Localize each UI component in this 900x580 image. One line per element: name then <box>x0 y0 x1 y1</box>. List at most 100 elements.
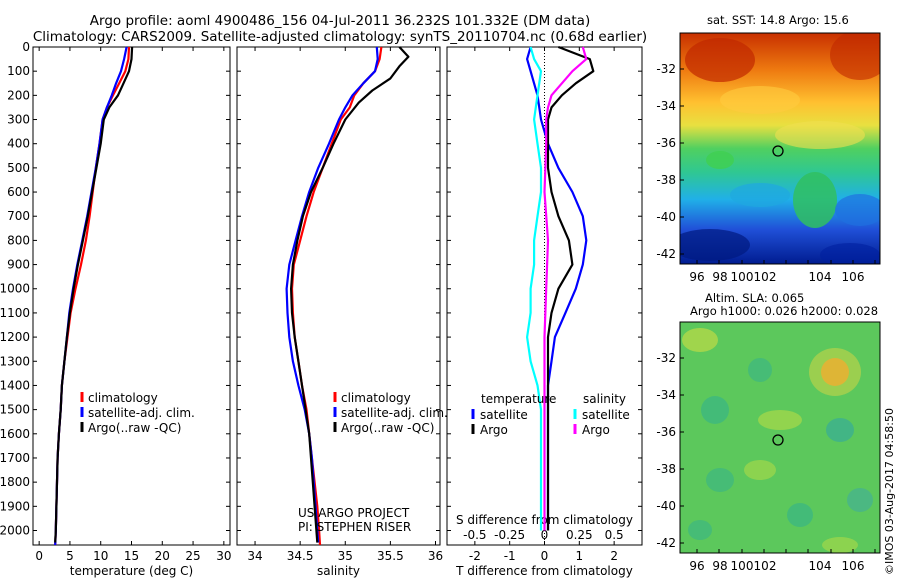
x-tick-label: 10 <box>93 549 108 563</box>
y-tick-label: 1500 <box>0 403 30 417</box>
sla-map-title-line2: Argo h1000: 0.026 h2000: 0.028 <box>690 304 879 318</box>
y-tick-label: 300 <box>7 113 30 127</box>
x-tick-label: 0 <box>541 549 549 563</box>
y-tick-label: 1100 <box>0 306 30 320</box>
chart-panel-difference: -2 -1 0 1 2T difference from climatology -0.5… <box>446 45 643 578</box>
sla-map-title-line1: Altim. SLA: 0.065 <box>705 291 805 305</box>
x-tick-label: 0 <box>35 549 43 563</box>
lon-tick-label: 106 <box>842 270 865 284</box>
top-tick-label: 0.25 <box>566 528 593 542</box>
y-tick-label: 1000 <box>0 282 30 296</box>
x-tick-label: 2 <box>610 549 618 563</box>
sst-map-axes: -32 -34 -36 -38 -40 -42 96 98 100 102 104 106 <box>656 62 876 284</box>
x-tick-label: 34.5 <box>287 549 314 563</box>
x-tick-label: 25 <box>185 549 200 563</box>
sst-map-title: sat. SST: 14.8 Argo: 15.6 <box>707 13 849 27</box>
top-tick-label: -0.25 <box>494 528 525 542</box>
lon-tick-label: 104 <box>809 559 832 573</box>
series-line-temperature-satellite <box>525 46 588 531</box>
legend-label: Argo <box>582 423 610 437</box>
legend-label: climatology <box>88 391 158 405</box>
legend-label: satellite-adj. clim. <box>341 406 448 420</box>
series-line-salinity-argo <box>543 46 588 531</box>
series-line-argo-raw-qc- <box>290 46 410 543</box>
y-tick-label: 500 <box>7 161 30 175</box>
series-line-temperature-argo <box>546 45 595 531</box>
argo-position-marker-sla <box>772 434 784 446</box>
legend-label: Argo <box>480 423 508 437</box>
y-tick-label: 200 <box>7 88 30 102</box>
sst-map <box>679 32 881 265</box>
legend-label: satellite-adj. clim. <box>88 406 195 420</box>
figure-title-line2: Climatology: CARS2009. Satellite-adjuste… <box>32 29 648 45</box>
series-line-satellite-adj-clim- <box>285 46 379 543</box>
x-tick-label: 35.5 <box>377 549 404 563</box>
y-tick-label: 1300 <box>0 354 30 368</box>
lon-tick-label: 102 <box>754 559 777 573</box>
lat-tick-label: -34 <box>656 388 676 402</box>
lat-tick-label: -40 <box>656 210 676 224</box>
imos-footer-timestamp: ©IMOS 03-Aug-2017 04:58:50 <box>883 408 896 575</box>
project-annotation: US ARGO PROJECT <box>298 506 410 520</box>
x-tick-label: 20 <box>155 549 170 563</box>
x-axis-label: temperature (deg C) <box>70 564 193 578</box>
legend-label: Argo(..raw -QC) <box>88 421 181 435</box>
lat-tick-label: -34 <box>656 99 676 113</box>
argo-position-marker-sst <box>772 145 784 157</box>
chart-panel-temperature: 0100200300400500600700800900100011001200… <box>0 40 231 578</box>
y-tick-label: 100 <box>7 64 30 78</box>
series-line-salinity-satellite <box>525 46 543 531</box>
legend-label: climatology <box>341 391 411 405</box>
lat-tick-label: -38 <box>656 462 676 476</box>
lon-tick-label: 104 <box>809 270 832 284</box>
lat-tick-label: -42 <box>656 247 676 261</box>
x-tick-label: 30 <box>216 549 231 563</box>
lon-tick-label: 100 <box>731 270 754 284</box>
series-line-climatology <box>290 46 383 546</box>
top-tick-label: 0.5 <box>605 528 624 542</box>
y-tick-label: 1600 <box>0 427 30 441</box>
legend-label: satellite <box>480 408 528 422</box>
series-line-satellite-adj-clim- <box>54 46 128 546</box>
sla-map <box>679 321 881 554</box>
lon-tick-label: 96 <box>689 270 704 284</box>
plot-frame <box>32 46 231 546</box>
x-tick-label: 35 <box>338 549 353 563</box>
top-tick-label: 0 <box>541 528 549 542</box>
lon-tick-label: 98 <box>712 559 727 573</box>
lat-tick-label: -40 <box>656 499 676 513</box>
x-tick-label: 15 <box>124 549 139 563</box>
x-axis-label: salinity <box>317 564 360 578</box>
x-tick-label: 1 <box>576 549 584 563</box>
lat-tick-label: -36 <box>656 425 676 439</box>
figure-title-line1: Argo profile: aoml 4900486_156 04-Jul-20… <box>89 13 591 29</box>
lat-tick-label: -42 <box>656 536 676 550</box>
x-tick-label: 36 <box>428 549 443 563</box>
y-tick-label: 1700 <box>0 451 30 465</box>
y-tick-label: 1400 <box>0 378 30 392</box>
lat-tick-label: -36 <box>656 136 676 150</box>
lat-tick-label: -32 <box>656 62 676 76</box>
x-tick-label: 34 <box>247 549 262 563</box>
x-tick-label: -1 <box>504 549 516 563</box>
x-tick-label: 5 <box>66 549 74 563</box>
lon-tick-label: 106 <box>842 559 865 573</box>
x-tick-label: -2 <box>469 549 481 563</box>
lat-tick-label: -32 <box>656 351 676 365</box>
legend-title-salinity: salinity <box>583 392 626 406</box>
y-tick-label: 700 <box>7 209 30 223</box>
y-tick-label: 800 <box>7 233 30 247</box>
pi-annotation: PI: STEPHEN RISER <box>298 520 411 534</box>
legend-label: satellite <box>582 408 630 422</box>
lat-tick-label: -38 <box>656 173 676 187</box>
y-tick-label: 0 <box>22 40 30 54</box>
legend-title-temperature: temperature <box>481 392 556 406</box>
chart-panel-salinity: 34 34.5 35 35.5 36 salinity climatologysatelli… <box>236 46 448 578</box>
y-tick-label: 1900 <box>0 499 30 513</box>
lon-tick-label: 96 <box>689 559 704 573</box>
y-tick-label: 600 <box>7 185 30 199</box>
y-tick-label: 900 <box>7 258 30 272</box>
y-tick-label: 2000 <box>0 523 30 537</box>
series-line-climatology <box>54 46 131 546</box>
